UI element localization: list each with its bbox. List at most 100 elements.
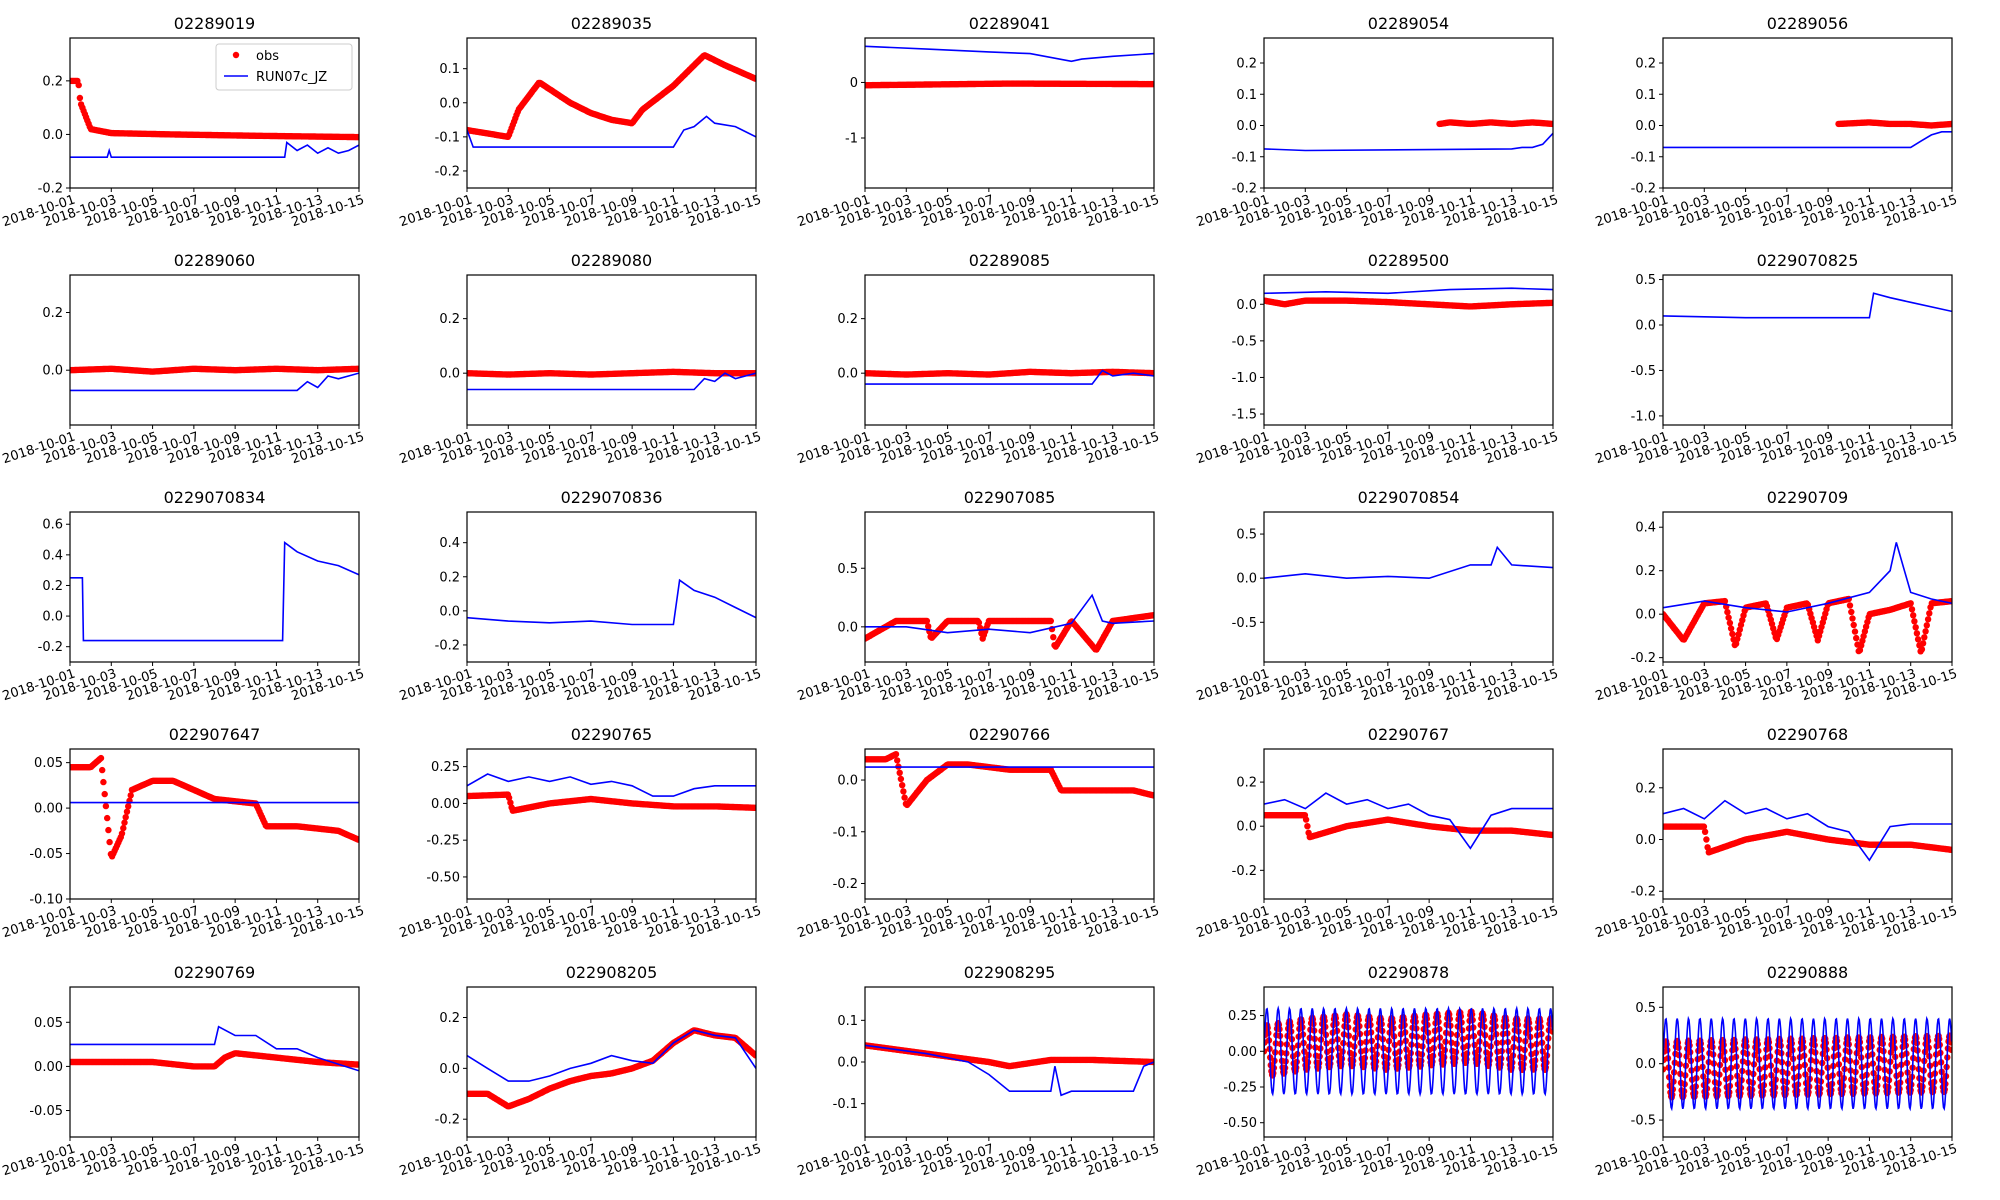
y-tick-label: -0.5 [1232, 334, 1257, 349]
obs-point [355, 1061, 359, 1068]
series-obs [865, 612, 1154, 653]
subplot-5: 022890600.00.22018-10-012018-10-032018-1… [1, 251, 366, 467]
y-tick-label: -0.1 [435, 130, 460, 145]
subplot-17: 02290766-0.2-0.10.02018-10-012018-10-032… [796, 725, 1161, 941]
subplot-14: 02290709-0.20.00.20.42018-10-012018-10-0… [1594, 488, 1959, 704]
series-model-line [70, 1025, 359, 1072]
obs-point [106, 838, 113, 846]
subplot-20: 02290769-0.050.000.052018-10-012018-10-0… [1, 963, 366, 1179]
series-model-line [1663, 131, 1952, 149]
series-model-line [865, 593, 1154, 634]
y-tick-label: 0.00 [431, 797, 460, 812]
subplot-1: 02289035-0.2-0.10.00.12018-10-012018-10-… [398, 14, 763, 230]
y-tick-label: -0.10 [29, 893, 63, 908]
axes-frame [69, 748, 360, 900]
y-tick-label: 0.5 [1635, 273, 1656, 288]
obs-point [1908, 606, 1916, 613]
obs-point [1549, 831, 1553, 839]
y-tick-label: 0.0 [837, 774, 858, 789]
series-model-line [1663, 292, 1952, 319]
y-tick-label: 0.2 [1236, 776, 1257, 791]
obs-point [900, 788, 907, 795]
axes-frame [466, 986, 757, 1138]
y-tick-label: 0.4 [1635, 521, 1656, 536]
subplot-title: 02289056 [1767, 14, 1848, 33]
obs-point [1919, 640, 1927, 647]
y-tick-label: -0.05 [29, 847, 63, 862]
y-tick-label: -0.2 [1631, 182, 1656, 197]
series-obs [1264, 812, 1553, 841]
subplot-title: 02289085 [969, 251, 1050, 270]
obs-point [1327, 1060, 1334, 1067]
obs-point [1849, 615, 1856, 622]
obs-point [752, 804, 756, 811]
series-model-line [865, 369, 1154, 385]
series-model-line [467, 1029, 756, 1082]
axes-frame [466, 748, 757, 900]
y-tick-label: -0.2 [1232, 182, 1257, 197]
series-model-line [865, 45, 1154, 63]
y-tick-label: 0.4 [439, 536, 460, 551]
series-obs [865, 751, 1154, 809]
axes-frame [466, 37, 757, 189]
obs-point [101, 790, 108, 798]
obs-point [1304, 823, 1311, 830]
y-tick-label: 0.5 [837, 562, 858, 577]
subplot-title: 022908205 [566, 963, 658, 982]
series-model-line [467, 115, 756, 148]
obs-point [899, 782, 906, 789]
series-obs [1436, 119, 1553, 128]
obs-point [125, 803, 132, 810]
obs-point [975, 619, 983, 626]
y-tick-label: 0.0 [1635, 319, 1656, 334]
axes-frame [1662, 748, 1953, 900]
y-tick-label: -0.1 [833, 825, 858, 840]
obs-point [1848, 608, 1855, 616]
y-tick-label: 0.0 [42, 364, 63, 379]
series-obs [70, 1050, 359, 1070]
obs-point [75, 81, 82, 89]
subplot-title: 0229070854 [1358, 488, 1460, 507]
obs-point [1911, 618, 1918, 625]
obs-point [121, 819, 128, 826]
obs-point [1047, 617, 1055, 625]
obs-point [897, 775, 905, 783]
subplot-title: 0229070836 [561, 488, 663, 507]
axes-frame [466, 511, 757, 663]
obs-point [1724, 608, 1731, 616]
y-tick-label: 0.2 [42, 579, 63, 594]
y-tick-label: 0.0 [1236, 572, 1257, 587]
series-obs [467, 52, 756, 140]
y-tick-label: -1.5 [1232, 408, 1257, 423]
y-tick-label: 0.0 [837, 1056, 858, 1071]
y-tick-label: 0.00 [34, 1060, 63, 1075]
obs-point [122, 814, 129, 821]
series-model-line [467, 372, 756, 391]
obs-point [901, 794, 908, 801]
series-model-line [70, 541, 359, 642]
subplot-18: 02290767-0.20.00.22018-10-012018-10-0320… [1195, 725, 1560, 941]
obs-point [1549, 120, 1553, 128]
obs-point [1150, 792, 1154, 799]
y-tick-label: -0.05 [29, 1104, 63, 1119]
subplot-16: 02290765-0.50-0.250.000.252018-10-012018… [398, 725, 763, 941]
obs-point [1372, 1058, 1380, 1065]
series-obs [467, 791, 756, 814]
y-tick-label: -0.2 [833, 877, 858, 892]
obs-point [505, 794, 513, 801]
legend-model-label: RUN07c_JZ [256, 70, 327, 85]
obs-point [1910, 612, 1917, 619]
obs-point [923, 617, 931, 625]
obs-point [1350, 1057, 1357, 1065]
y-tick-label: 0.4 [42, 548, 63, 563]
obs-point [896, 769, 903, 776]
y-tick-label: 0.2 [439, 570, 460, 585]
axes-frame [1263, 37, 1554, 189]
subplot-title: 022908295 [964, 963, 1056, 982]
y-tick-label: -0.2 [38, 182, 63, 197]
subplot-title: 02289019 [174, 14, 255, 33]
y-tick-label: 0.2 [1635, 564, 1656, 579]
axes-frame [466, 274, 757, 426]
series-obs [865, 1042, 1154, 1070]
y-tick-label: 0.0 [1635, 833, 1656, 848]
